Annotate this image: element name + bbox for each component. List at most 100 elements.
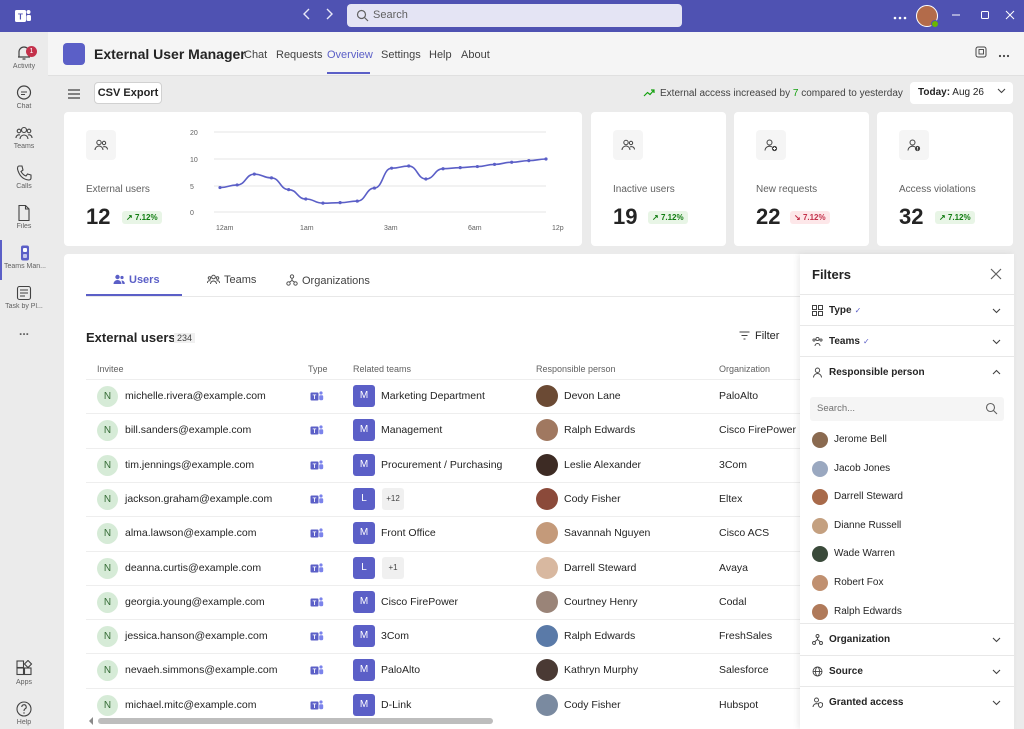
data-point[interactable] <box>287 188 291 192</box>
data-point[interactable] <box>441 167 445 171</box>
team-avatar: M <box>353 522 375 545</box>
column-header-organization[interactable]: Organization <box>719 364 771 374</box>
data-point[interactable] <box>510 160 514 164</box>
close-icon[interactable] <box>989 267 1003 281</box>
rail-item-files[interactable]: Files <box>0 200 48 240</box>
app-rail: 1 Activity Chat Teams Calls Files Teams … <box>0 32 48 729</box>
person-search-input[interactable]: Search... <box>810 397 1004 421</box>
more-teams-badge[interactable]: +12 <box>382 487 404 510</box>
column-header-related-teams[interactable]: Related teams <box>353 364 412 374</box>
filter-section-type[interactable]: Type ✓ <box>800 294 1014 325</box>
date-picker-button[interactable]: Today: Aug 26 <box>910 82 1013 104</box>
person-option[interactable]: Darrell Steward <box>812 488 1002 508</box>
person-avatar <box>812 517 828 534</box>
tab-requests[interactable]: Requests <box>276 49 323 61</box>
filter-section-teams[interactable]: Teams ✓ <box>800 325 1014 356</box>
tab-overview[interactable]: Overview <box>327 49 373 61</box>
rail-item-activity[interactable]: 1 Activity <box>0 40 48 80</box>
person-option[interactable]: Ralph Edwards <box>812 603 1002 623</box>
data-point[interactable] <box>321 201 325 205</box>
new-requests-card: New requests 22 ↘ 7.12% <box>734 112 869 246</box>
hamburger-menu-icon[interactable] <box>67 87 81 101</box>
data-point[interactable] <box>544 157 548 161</box>
organization: Codal <box>719 595 747 608</box>
scrollbar-thumb[interactable] <box>98 718 493 724</box>
filter-section-granted-access[interactable]: Granted access <box>800 686 1014 717</box>
profile-avatar[interactable] <box>916 5 939 28</box>
invitee-avatar: N <box>97 660 118 682</box>
data-point[interactable] <box>235 183 239 187</box>
data-point[interactable] <box>355 199 359 203</box>
tab-help[interactable]: Help <box>429 49 452 61</box>
person-option[interactable]: Jerome Bell <box>812 431 1002 451</box>
filter-section-responsible-person[interactable]: Responsible person <box>800 356 1014 616</box>
maximize-button[interactable] <box>975 6 995 26</box>
more-teams-badge[interactable]: +1 <box>382 556 404 579</box>
person-option[interactable]: Jacob Jones <box>812 460 1002 480</box>
filter-section-organization[interactable]: Organization <box>800 623 1014 654</box>
x-tick-label: 6am <box>468 225 482 232</box>
data-point[interactable] <box>475 164 479 169</box>
subtab-organizations[interactable]: Organizations <box>286 274 370 287</box>
tab-chat[interactable]: Chat <box>244 49 268 61</box>
rail-item-teams-manager[interactable]: Teams Man... <box>0 240 48 280</box>
subtab-teams[interactable]: Teams <box>207 274 256 286</box>
teams-type-icon: T <box>310 700 324 709</box>
person-avatar <box>536 487 558 510</box>
rail-item-apps[interactable]: Apps <box>0 656 48 696</box>
rail-item-calls[interactable]: Calls <box>0 160 48 200</box>
minimize-button[interactable] <box>946 6 966 26</box>
data-point[interactable] <box>458 166 462 170</box>
teams-type-icon: T <box>310 631 324 641</box>
more-options-button[interactable] <box>890 6 910 26</box>
filter-section-source[interactable]: Source <box>800 655 1014 686</box>
data-point[interactable] <box>269 176 274 180</box>
column-header-type[interactable]: Type <box>308 364 328 374</box>
person-option[interactable]: Dianne Russell <box>812 517 1002 537</box>
rail-item-help[interactable]: Help <box>0 696 48 729</box>
tab-settings[interactable]: Settings <box>381 49 421 61</box>
data-point[interactable] <box>252 172 256 176</box>
app-more-button[interactable] <box>996 46 1012 62</box>
data-point[interactable] <box>218 185 222 190</box>
global-search-input[interactable]: Search <box>347 4 682 27</box>
data-point[interactable] <box>372 186 377 190</box>
tab-about[interactable]: About <box>461 49 490 61</box>
data-point[interactable] <box>424 177 428 181</box>
csv-export-button[interactable]: CSV Export <box>94 82 162 104</box>
horizontal-scrollbar[interactable] <box>88 717 800 725</box>
data-point[interactable] <box>492 162 497 166</box>
forward-button[interactable] <box>320 6 338 26</box>
change-pill: ↗ 7.12% <box>122 211 162 224</box>
data-point[interactable] <box>527 159 531 163</box>
close-window-button[interactable] <box>1000 6 1020 26</box>
rail-item-chat[interactable]: Chat <box>0 80 48 120</box>
team-name: 3Com <box>381 630 410 643</box>
data-point[interactable] <box>389 166 394 170</box>
column-header-responsible-person[interactable]: Responsible person <box>536 364 616 374</box>
data-point[interactable] <box>304 197 308 201</box>
filter-button[interactable]: Filter <box>739 330 779 342</box>
popout-button[interactable] <box>973 46 989 62</box>
data-point[interactable] <box>338 201 342 205</box>
rail-item-tasks[interactable]: Task by Pl... <box>0 280 48 320</box>
rail-more-button[interactable]: ... <box>18 324 29 338</box>
column-header-invitee[interactable]: Invitee <box>97 364 124 374</box>
team-name: Marketing Department <box>381 390 485 402</box>
rail-item-teams[interactable]: Teams <box>0 120 48 160</box>
back-button[interactable] <box>298 6 316 26</box>
person-option[interactable]: Robert Fox <box>812 574 1002 594</box>
subtab-users[interactable]: Users <box>113 274 160 286</box>
data-point[interactable] <box>407 164 411 168</box>
person-option[interactable]: Wade Warren <box>812 545 1002 565</box>
